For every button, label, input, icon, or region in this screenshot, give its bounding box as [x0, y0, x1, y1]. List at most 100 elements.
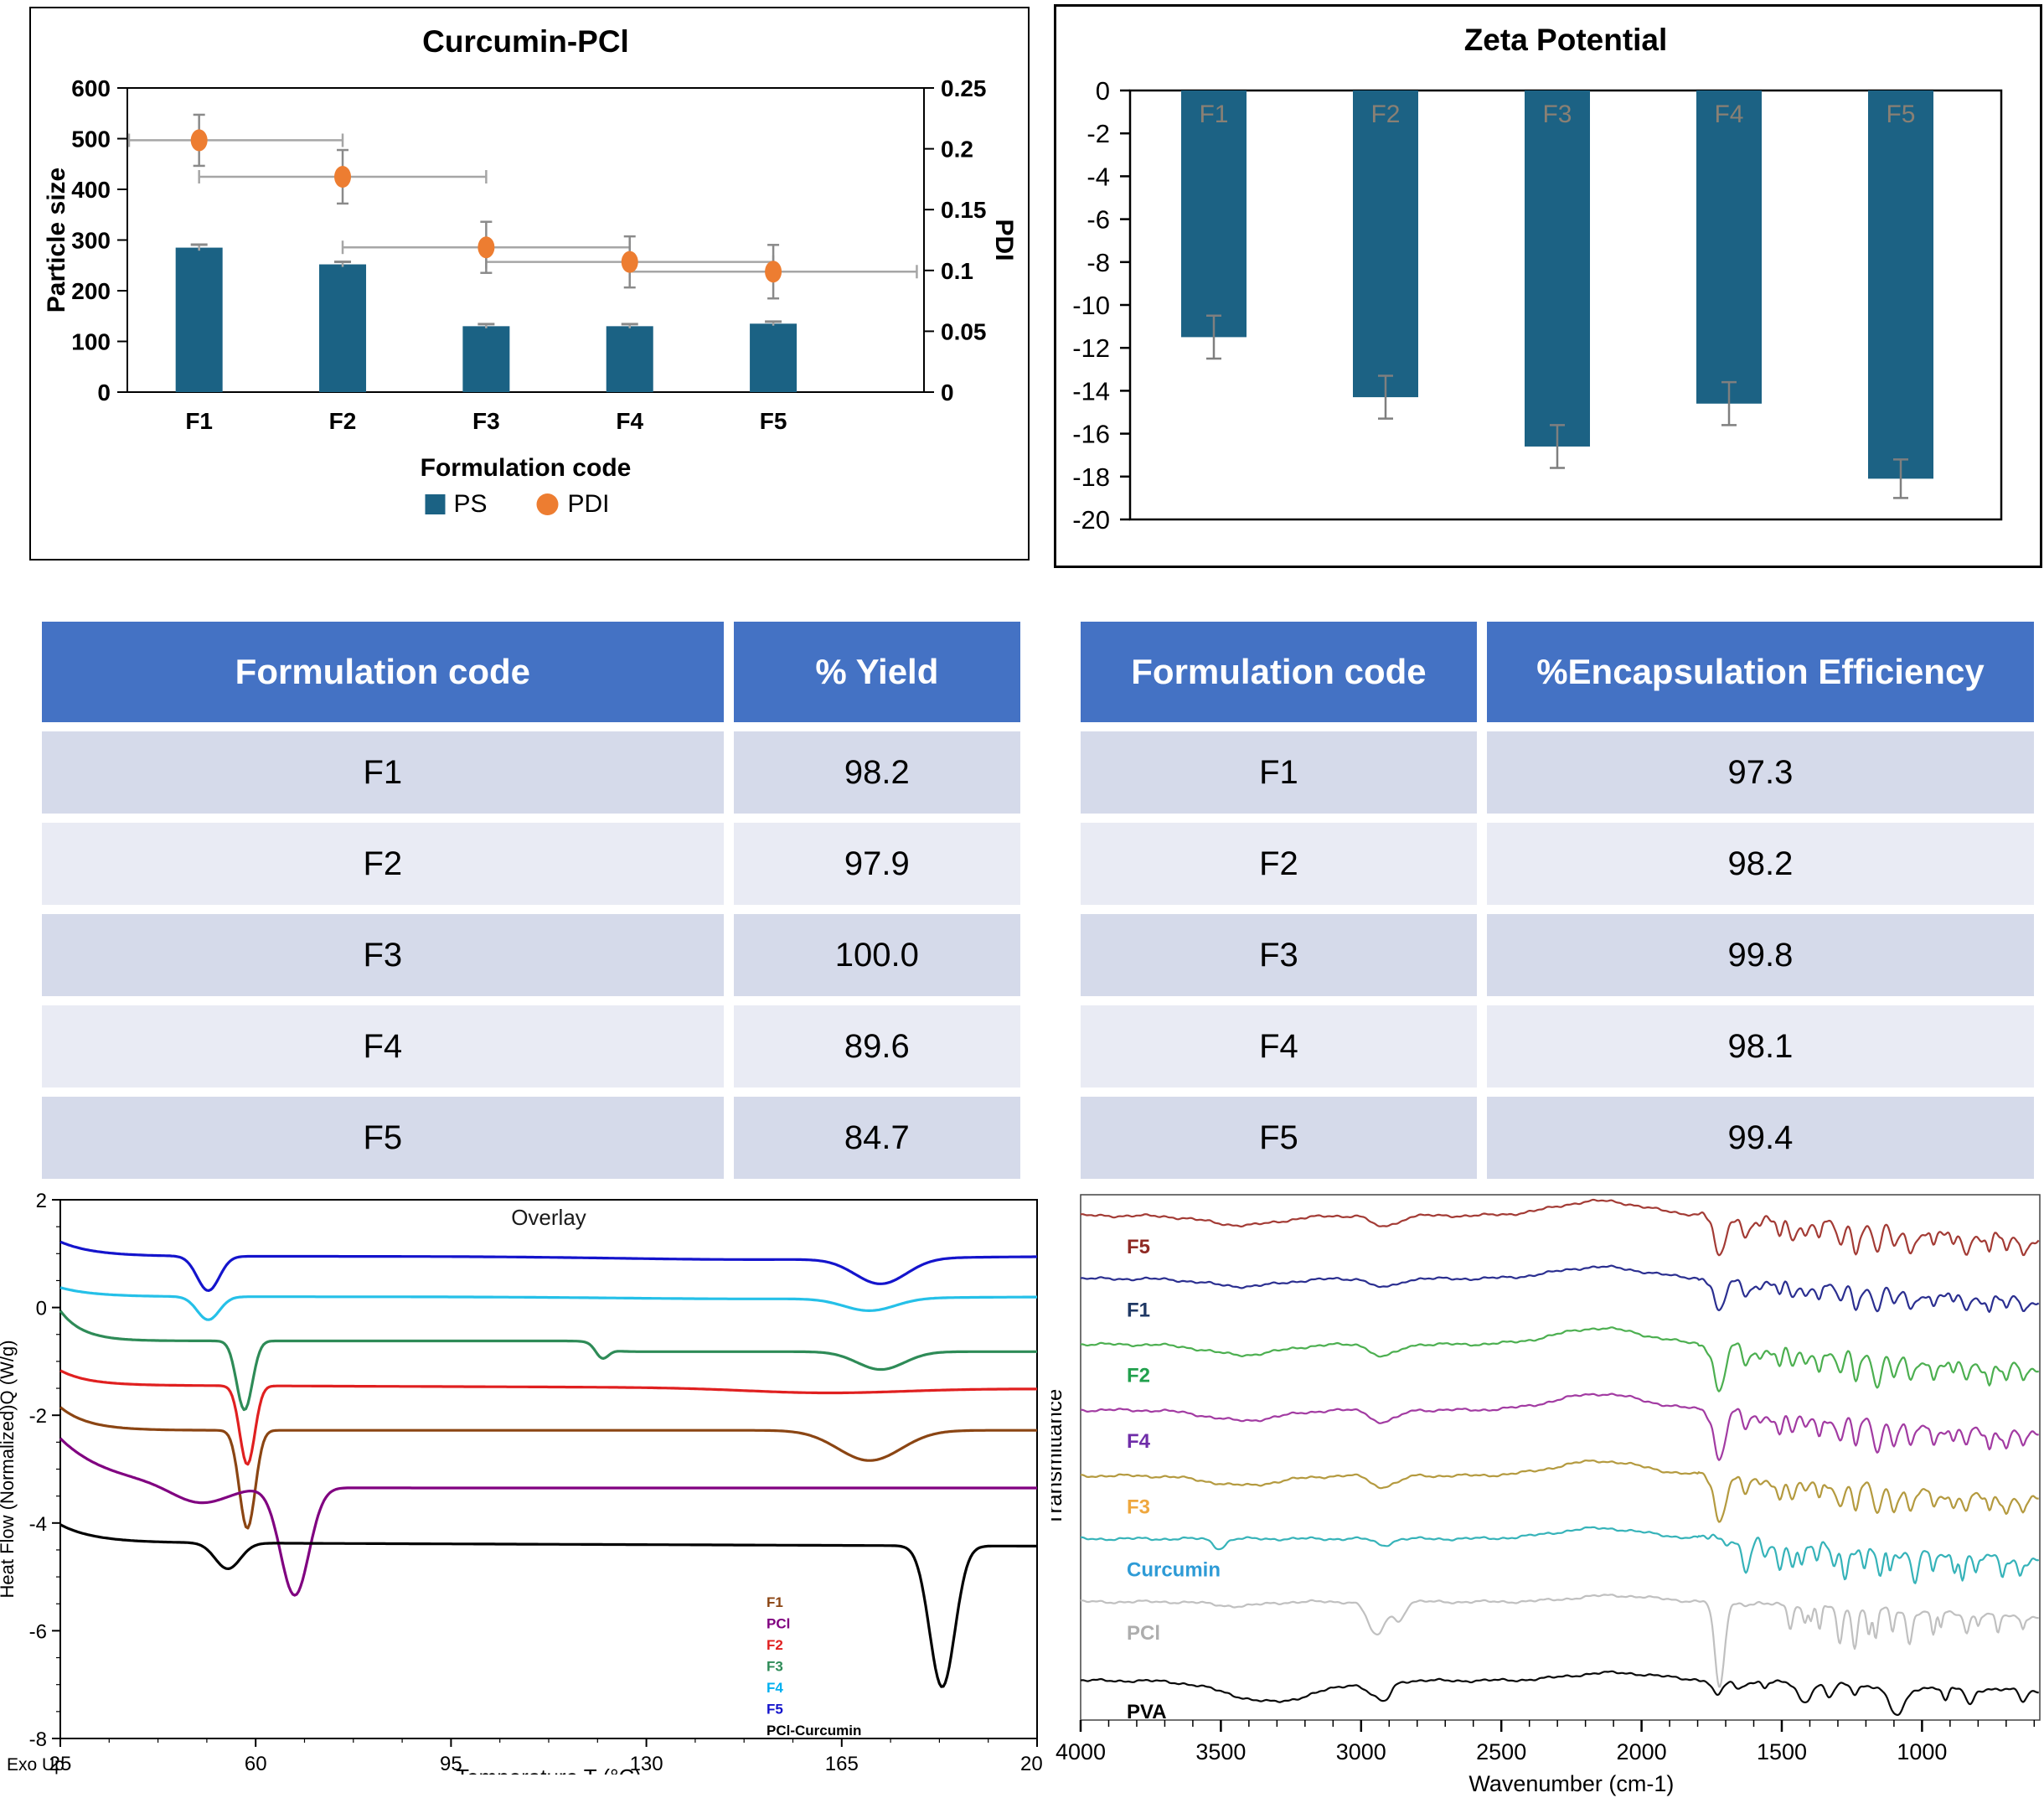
svg-text:F5: F5	[766, 1702, 783, 1718]
dsc-series-F3	[59, 1310, 1037, 1412]
svg-text:-20: -20	[1072, 505, 1110, 535]
table-row: F2 97.9	[42, 823, 1020, 905]
svg-text:PVA: PVA	[1127, 1701, 1167, 1723]
svg-text:2500: 2500	[1476, 1739, 1526, 1764]
dsc-thermogram-panel: 25 60 95 130 165 200 2 0 -2 -4 -6 -8 Overlay Heat Flo…	[0, 1188, 1054, 1790]
svg-text:PDI: PDI	[990, 219, 1018, 261]
svg-text:-10: -10	[1072, 291, 1110, 320]
table-row: F4 98.1	[1081, 1005, 2034, 1087]
dsc-series-F2	[59, 1369, 1038, 1466]
table-row: F5 84.7	[42, 1097, 1020, 1179]
svg-text:200: 200	[71, 278, 111, 304]
ftir-series-F4	[1080, 1392, 2039, 1461]
svg-text:-8: -8	[29, 1728, 47, 1751]
plot-area: 0 100 200 300 400 500 600 0 0.05 0.1 0.15 0.2 0.25 F1…	[71, 75, 986, 434]
svg-text:PDI: PDI	[568, 490, 610, 518]
svg-text:F2: F2	[329, 408, 357, 434]
dsc-series-PCl	[59, 1437, 1037, 1597]
svg-text:Transmittance: Transmittance	[1051, 1389, 1066, 1527]
particle-size-pdi-chart: 0 100 200 300 400 500 600 0 0.05 0.1 0.15 0.2 0.25 F1…	[43, 24, 1018, 518]
svg-text:2000: 2000	[1617, 1739, 1667, 1764]
svg-text:F2: F2	[1127, 1365, 1150, 1387]
ftir-series-F5	[1080, 1198, 2040, 1257]
svg-text:PS: PS	[454, 490, 488, 518]
svg-text:60: 60	[245, 1753, 267, 1775]
svg-text:-6: -6	[29, 1620, 47, 1643]
svg-text:3500: 3500	[1195, 1739, 1246, 1764]
svg-text:-4: -4	[29, 1513, 47, 1536]
table-row: F3 99.8	[1081, 914, 2034, 996]
ftir-series-PVA	[1080, 1670, 2039, 1717]
table-row: F5 99.4	[1081, 1097, 2034, 1179]
table-row: F1 97.3	[1081, 731, 2034, 814]
svg-text:F4: F4	[1714, 101, 1743, 128]
svg-text:-16: -16	[1072, 420, 1110, 449]
yield-table-header-yield: % Yield	[733, 622, 1020, 722]
svg-text:Exo Up: Exo Up	[7, 1755, 65, 1775]
svg-text:130: 130	[630, 1753, 663, 1775]
svg-text:Overlay: Overlay	[511, 1205, 586, 1230]
svg-text:-6: -6	[1087, 205, 1110, 235]
svg-text:-2: -2	[29, 1405, 47, 1428]
svg-text:0: 0	[941, 380, 954, 406]
svg-text:165: 165	[825, 1753, 859, 1775]
ftir-series-F2	[1080, 1326, 2040, 1392]
ftir-series-F3	[1080, 1459, 2039, 1523]
svg-text:Curcumin-PCl: Curcumin-PCl	[422, 24, 629, 59]
svg-text:95: 95	[440, 1753, 462, 1775]
svg-text:200: 200	[1020, 1753, 1043, 1775]
table-row: F3 100.0	[42, 914, 1020, 996]
svg-text:Curcumin: Curcumin	[1127, 1559, 1221, 1582]
svg-text:300: 300	[71, 228, 111, 254]
yield-table: Formulation code % Yield F1 98.2 F2 97.9…	[32, 612, 1030, 1188]
svg-text:F1: F1	[1199, 101, 1228, 128]
particle-size-pdi-panel: 0 100 200 300 400 500 600 0 0.05 0.1 0.15 0.2 0.25 F1…	[29, 7, 1030, 561]
svg-text:F5: F5	[760, 408, 787, 434]
svg-text:F4: F4	[766, 1680, 783, 1696]
svg-text:600: 600	[71, 75, 111, 101]
svg-text:0.05: 0.05	[941, 318, 987, 344]
svg-text:400: 400	[71, 177, 111, 203]
svg-text:F4: F4	[1127, 1430, 1151, 1453]
table-row: F2 98.2	[1081, 823, 2034, 905]
svg-text:PCl-Curcumin: PCl-Curcumin	[766, 1723, 861, 1738]
table-row: F1 98.2	[42, 731, 1020, 814]
svg-text:Heat Flow (Normalized)Q (W/g): Heat Flow (Normalized)Q (W/g)	[0, 1340, 18, 1598]
table-row: F4 89.6	[42, 1005, 1020, 1087]
svg-text:F5: F5	[1886, 101, 1915, 128]
svg-text:4000: 4000	[1056, 1739, 1106, 1764]
svg-text:F3: F3	[1127, 1496, 1150, 1518]
svg-text:Formulation code: Formulation code	[421, 454, 632, 482]
svg-text:0: 0	[36, 1298, 47, 1320]
svg-text:25: 25	[49, 1753, 72, 1775]
svg-text:1500: 1500	[1757, 1739, 1807, 1764]
zeta-potential-panel: 0 -2 -4 -6 -8 -10 -12 -14 -16 -18 -20 Zeta Potentia…	[1054, 4, 2042, 568]
svg-text:PCl: PCl	[1127, 1622, 1160, 1645]
ftir-series-PCl	[1080, 1594, 2039, 1688]
svg-text:F1: F1	[1127, 1299, 1150, 1321]
ftir-series-F1	[1080, 1264, 2040, 1313]
svg-text:0.25: 0.25	[941, 75, 987, 101]
dsc-thermogram-chart: 25 60 95 130 165 200 2 0 -2 -4 -6 -8 Overlay Heat Flo…	[0, 1190, 1054, 1790]
ftir-series-Curcumin	[1080, 1526, 2040, 1584]
svg-text:-12: -12	[1072, 333, 1110, 363]
svg-text:0: 0	[1096, 76, 1110, 106]
svg-text:2: 2	[36, 1190, 47, 1212]
svg-text:Temperature T (°C): Temperature T (°C)	[456, 1764, 642, 1775]
svg-text:1000: 1000	[1897, 1739, 1947, 1764]
svg-text:-8: -8	[1087, 248, 1110, 277]
dsc-series-PCl-Curcumin	[59, 1523, 1037, 1688]
svg-text:F3: F3	[766, 1659, 783, 1675]
svg-text:F5: F5	[1127, 1236, 1150, 1258]
svg-text:0: 0	[97, 380, 111, 406]
svg-text:F3: F3	[1542, 101, 1572, 128]
svg-text:F1: F1	[766, 1594, 783, 1610]
svg-text:PCl: PCl	[766, 1616, 790, 1632]
zeta-potential-chart: 0 -2 -4 -6 -8 -10 -12 -14 -16 -18 -20 Zeta Potentia…	[1072, 23, 2003, 535]
svg-text:-18: -18	[1072, 462, 1110, 492]
svg-text:0.1: 0.1	[941, 258, 973, 284]
svg-text:-14: -14	[1072, 376, 1110, 406]
yield-table-header-code: Formulation code	[42, 622, 724, 722]
svg-text:3000: 3000	[1336, 1739, 1386, 1764]
